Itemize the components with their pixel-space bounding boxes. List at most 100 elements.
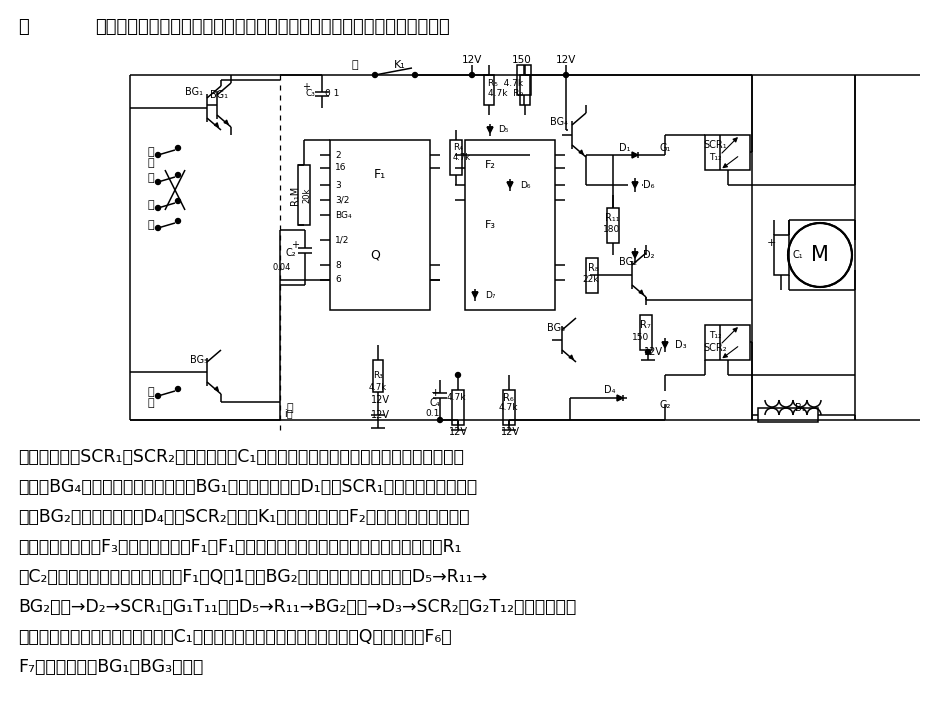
Text: 12V: 12V: [371, 410, 390, 420]
Circle shape: [176, 218, 181, 223]
Text: BG₁: BG₁: [185, 87, 203, 97]
Circle shape: [373, 73, 377, 78]
Bar: [373, 360, 383, 392]
Bar: [705, 325, 750, 360]
Text: 0.04: 0.04: [273, 264, 291, 272]
Text: 逆: 逆: [148, 220, 154, 230]
Text: +: +: [291, 240, 299, 250]
Text: BG₂: BG₂: [619, 257, 637, 267]
Text: C₂: C₂: [285, 248, 296, 258]
Text: 0.1: 0.1: [426, 409, 440, 418]
Text: 0 1: 0 1: [325, 88, 339, 98]
Text: 180: 180: [603, 226, 621, 235]
Text: F₂: F₂: [485, 160, 496, 170]
Text: T₁₂: T₁₂: [709, 153, 722, 163]
Text: 12V: 12V: [462, 55, 482, 65]
Bar: [520, 75, 530, 105]
Text: D₁: D₁: [619, 143, 630, 153]
Text: D₇: D₇: [485, 291, 496, 300]
Text: D₅: D₅: [498, 126, 508, 134]
Text: 时，BG₂导通，电流经过D₄触发SCR₂导通。K₁关断时，与非门F₂的两个输入端都为高电: 时，BG₂导通，电流经过D₄触发SCR₂导通。K₁关断时，与非门F₂的两个输入端…: [18, 508, 470, 526]
Text: 6: 6: [335, 276, 341, 284]
Bar: [450, 140, 462, 175]
Text: 个双向可控硅SCR₁和SCR₂。用它来短路C₁和改变转动方向。在顺时针转动时，恒定的偏: 个双向可控硅SCR₁和SCR₂。用它来短路C₁和改变转动方向。在顺时针转动时，恒…: [18, 448, 464, 466]
Text: F₁: F₁: [374, 168, 386, 182]
Text: R₇: R₇: [640, 320, 650, 330]
Text: C₄: C₄: [430, 398, 440, 408]
Text: 顺: 顺: [148, 173, 154, 183]
Circle shape: [438, 418, 442, 423]
Text: 4.7k  R₉: 4.7k R₉: [488, 88, 523, 98]
Text: R₈: R₈: [587, 263, 598, 273]
Circle shape: [176, 146, 181, 151]
Text: C₃: C₃: [305, 88, 315, 98]
Text: D₄: D₄: [604, 385, 615, 395]
Text: BG₁: BG₁: [210, 90, 228, 100]
Text: K₁: K₁: [394, 60, 406, 70]
Text: R₁M: R₁M: [290, 185, 300, 204]
Text: 平，输出低电平，F₃输出高电平触发F₁，F₁是个单稳多谐振荡器。根据电动机的型号调节R₁: 平，输出低电平，F₃输出高电平触发F₁，F₁是个单稳多谐振荡器。根据电动机的型号…: [18, 538, 462, 556]
Text: 150: 150: [512, 55, 532, 65]
Text: 150: 150: [632, 334, 649, 342]
Text: 12V: 12V: [644, 347, 662, 357]
Bar: [607, 208, 619, 243]
Bar: [705, 135, 750, 170]
Text: 3: 3: [335, 180, 341, 189]
Text: M: M: [811, 245, 829, 265]
Text: +: +: [766, 238, 775, 248]
Bar: [758, 408, 818, 422]
Circle shape: [176, 173, 181, 177]
Text: SCR₂: SCR₂: [703, 343, 726, 353]
Text: 或C₂获得适合的脉冲持续时间。当F₁的Q为1时，BG₂导通，脉冲信号线路是：D₅→R₁₁→: 或C₂获得适合的脉冲持续时间。当F₁的Q为1时，BG₂导通，脉冲信号线路是：D₅…: [18, 568, 487, 586]
Text: 4.7k: 4.7k: [498, 404, 518, 412]
Bar: [503, 390, 515, 425]
Polygon shape: [632, 152, 638, 158]
Text: 逆: 逆: [148, 398, 154, 408]
Circle shape: [176, 199, 181, 204]
Text: T₁₂: T₁₂: [709, 330, 722, 339]
Text: 4.7k: 4.7k: [369, 382, 387, 392]
Text: 12V: 12V: [556, 55, 576, 65]
Text: R₃: R₃: [373, 370, 383, 380]
Text: 12V: 12V: [501, 427, 519, 437]
Bar: [465, 140, 555, 310]
Text: F₃: F₃: [485, 220, 496, 230]
Bar: [298, 165, 310, 225]
Circle shape: [564, 73, 568, 78]
Circle shape: [412, 73, 418, 78]
Text: 1/2: 1/2: [335, 235, 349, 245]
Circle shape: [155, 153, 161, 158]
Bar: [484, 75, 494, 105]
Circle shape: [155, 180, 161, 185]
Bar: [452, 390, 464, 425]
Circle shape: [155, 206, 161, 211]
Text: BG₄: BG₄: [550, 117, 568, 127]
Text: 逆: 逆: [287, 403, 294, 413]
Text: R₄: R₄: [453, 144, 463, 153]
Polygon shape: [507, 182, 513, 188]
Circle shape: [176, 387, 181, 392]
Text: 关: 关: [148, 147, 154, 157]
Text: F₇输出低电平，BG₁、BG₃截止。: F₇输出低电平，BG₁、BG₃截止。: [18, 658, 203, 676]
Text: 4.7k: 4.7k: [453, 153, 471, 163]
Polygon shape: [662, 342, 668, 348]
Text: 关: 关: [148, 387, 154, 397]
Text: 图: 图: [18, 18, 29, 36]
Text: +: +: [302, 82, 310, 92]
Text: 20k: 20k: [302, 187, 311, 203]
Text: D₆: D₆: [643, 180, 655, 190]
Text: 2: 2: [335, 151, 341, 160]
Bar: [640, 315, 652, 350]
Text: 所示的电路，是应用旁路分相电容来制动可逆交流电动机的。图中采用了两: 所示的电路，是应用旁路分相电容来制动可逆交流电动机的。图中采用了两: [95, 18, 450, 36]
Text: 8: 8: [335, 260, 341, 269]
Text: SCR₁: SCR₁: [703, 140, 726, 150]
Text: i逆: i逆: [284, 408, 293, 418]
Bar: [330, 140, 430, 310]
Text: R₁₁: R₁₁: [605, 213, 619, 223]
Text: R₅  4.7k: R₅ 4.7k: [488, 78, 523, 88]
Text: 12V: 12V: [449, 427, 468, 437]
Text: 逆: 逆: [148, 200, 154, 210]
Text: 顺: 顺: [148, 158, 154, 168]
Text: D₆: D₆: [520, 180, 531, 189]
Text: 3/2: 3/2: [335, 196, 349, 204]
